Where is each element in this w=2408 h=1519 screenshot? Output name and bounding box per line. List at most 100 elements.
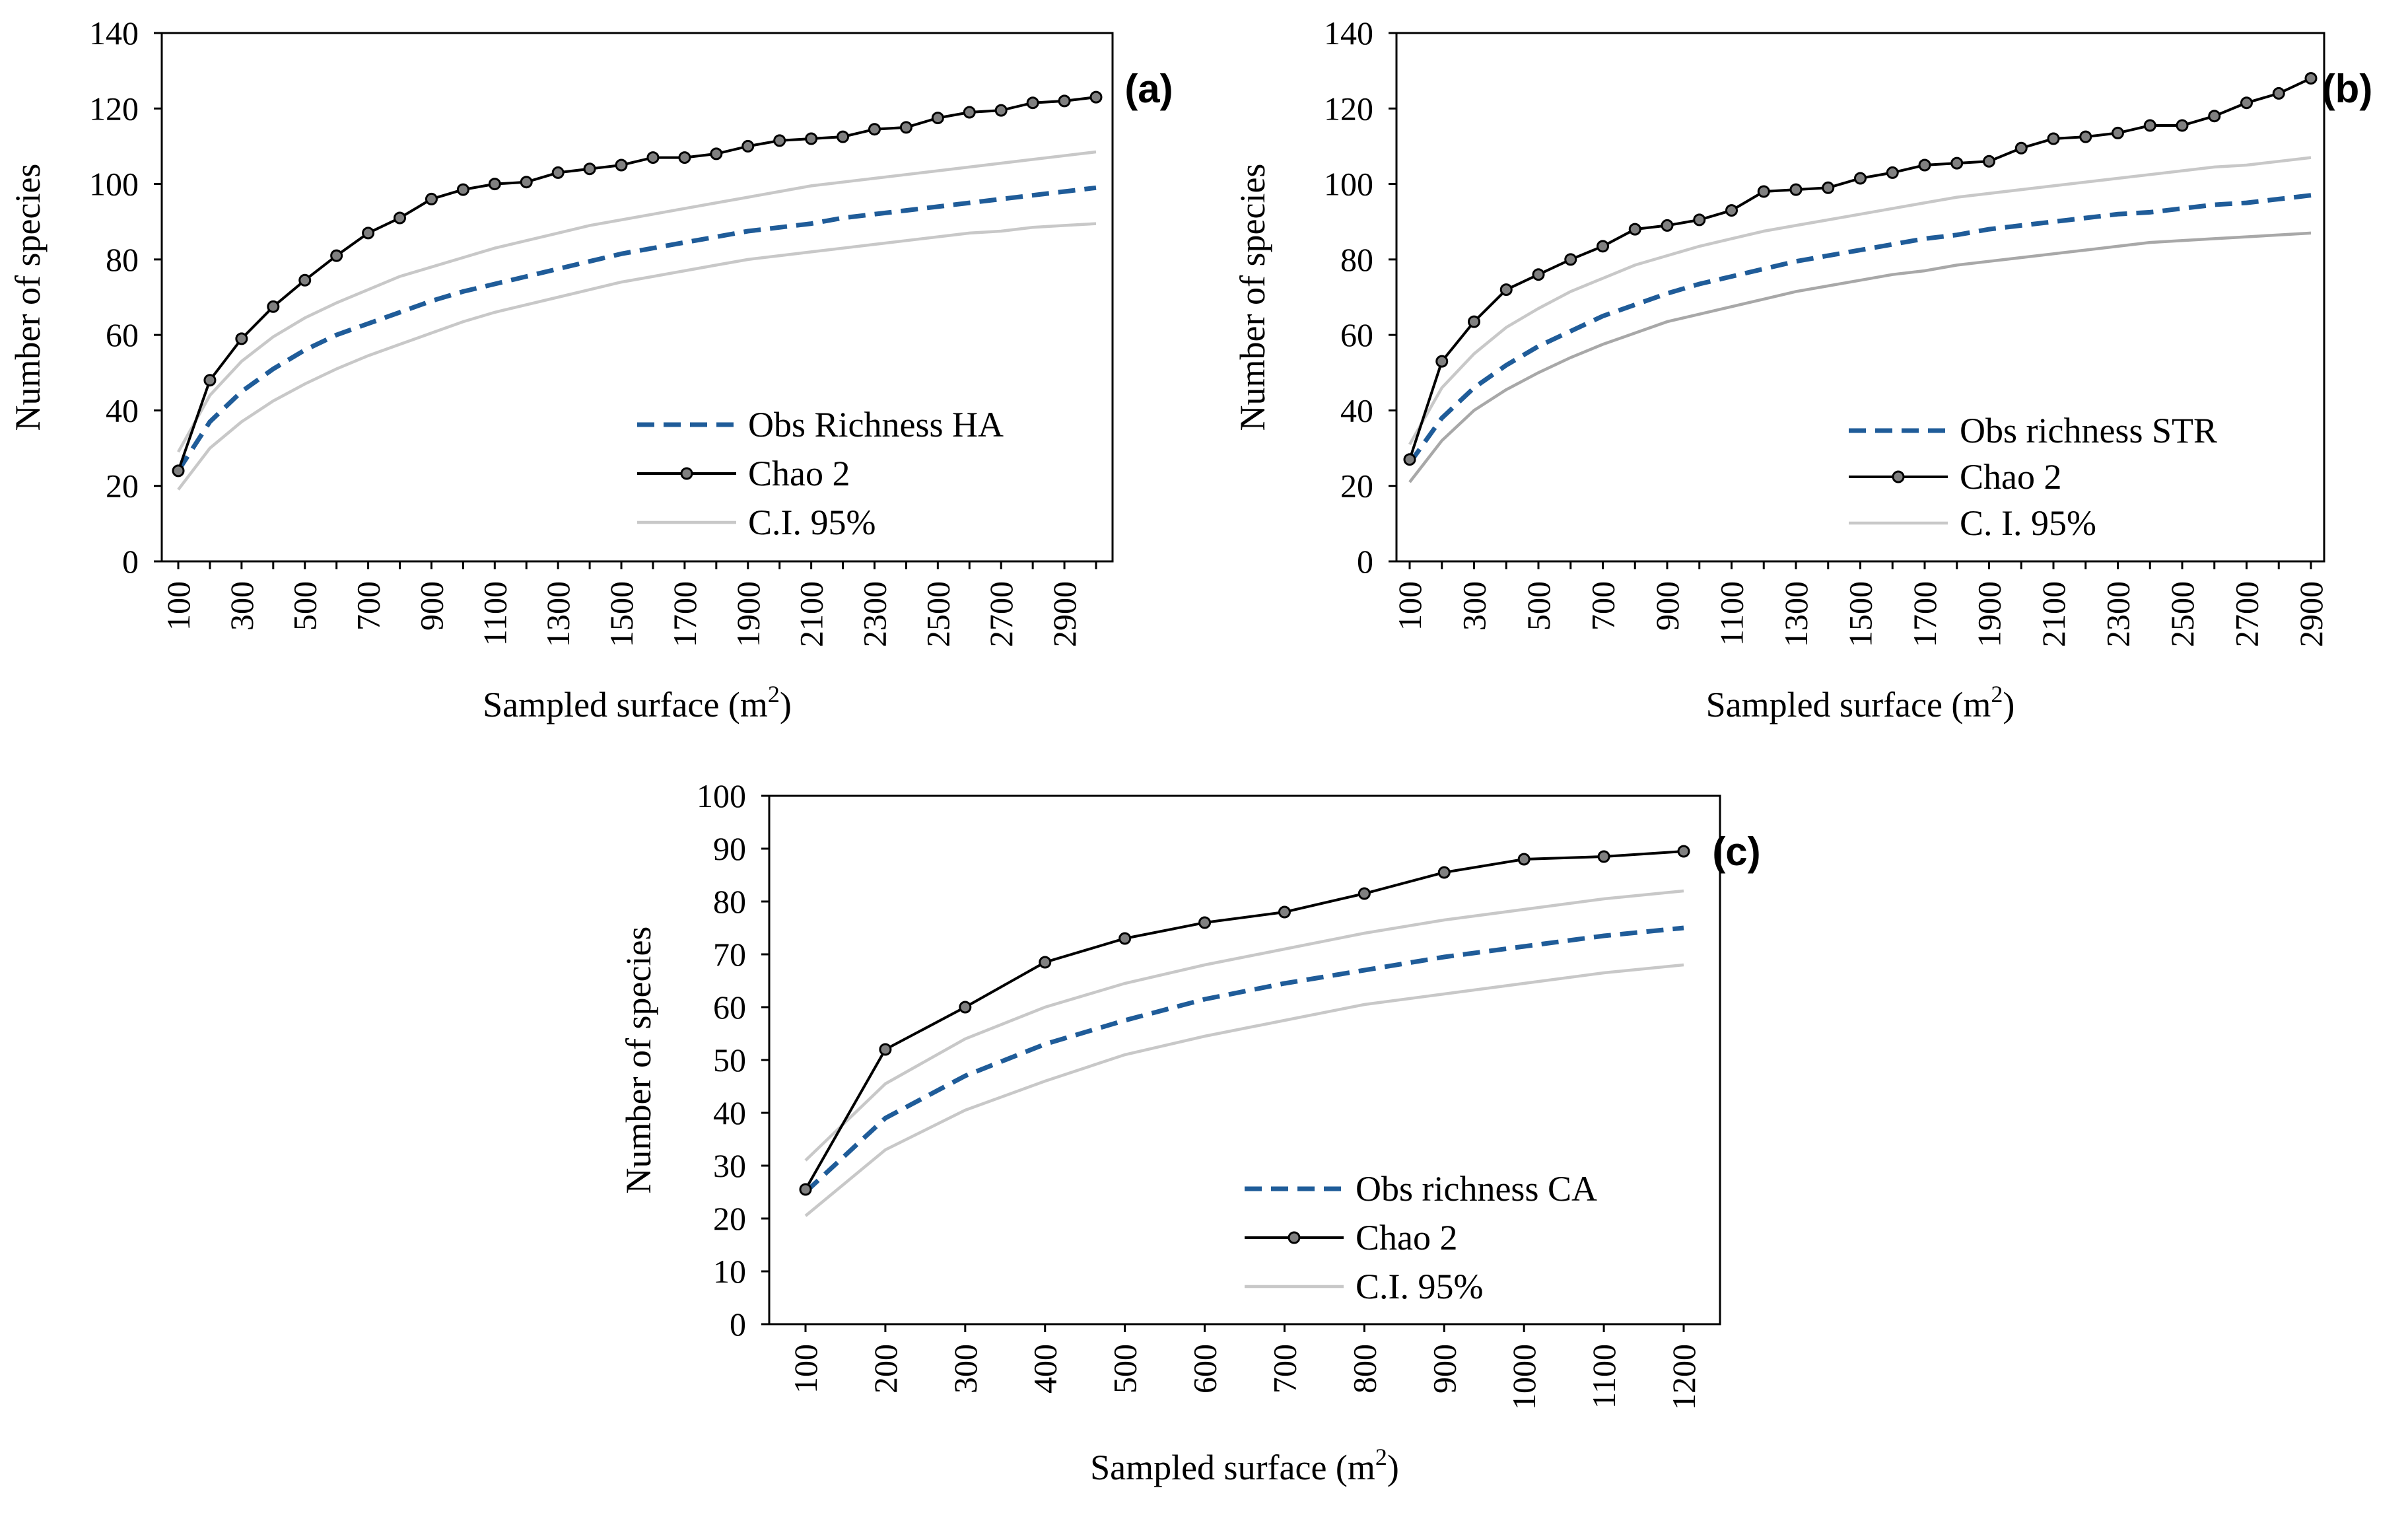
chao2-data-point xyxy=(1499,283,1513,297)
chao2-data-point xyxy=(551,166,565,179)
chao2-data-point xyxy=(773,134,786,147)
chao2-data-point xyxy=(899,121,912,134)
chao2-data-point xyxy=(456,183,469,196)
chao2-data-point xyxy=(2079,130,2092,143)
chao2-data-point xyxy=(1822,181,1835,194)
y-tick-label: 140 xyxy=(89,15,139,52)
chao2-data-point xyxy=(1789,183,1803,196)
chart-panel-b: 0 20 40 60 80 100 120 140 100 300 500 700 900 1100 130… xyxy=(1233,15,2372,724)
legend-label: Obs Richness HA xyxy=(748,405,1004,444)
x-tick-label: 2900 xyxy=(1046,581,1083,647)
x-tick-label: 1300 xyxy=(1777,581,1814,647)
chao2-data-point xyxy=(488,178,501,191)
chao2-data-point xyxy=(959,1001,972,1014)
x-tick-label: 2100 xyxy=(793,581,830,647)
x-axis-label-text: Sampled surface (m xyxy=(1706,685,1991,724)
x-tick-label: 1500 xyxy=(1842,581,1879,647)
x-tick-label: 700 xyxy=(1585,581,1622,631)
y-tick-label: 80 xyxy=(106,241,139,278)
y-tick-label: 80 xyxy=(1340,241,1373,278)
chao2-data-point xyxy=(931,112,944,125)
series-line-chao-2 xyxy=(804,850,1684,1190)
series-line-c-i-95-lower xyxy=(177,222,1097,491)
chao2-data-point xyxy=(298,273,312,287)
y-tick-label: 60 xyxy=(713,989,746,1026)
y-axis-label: Number of species xyxy=(8,164,48,431)
chao2-data-point xyxy=(1278,905,1291,919)
chao2-data-point xyxy=(520,176,533,189)
x-tick-label: 2500 xyxy=(2164,581,2201,647)
chao2-data-point xyxy=(1026,96,1039,110)
x-tick-label: 900 xyxy=(1426,1344,1462,1394)
x-axis-label: Sampled surface (m2) xyxy=(1706,681,2015,724)
chao2-data-point xyxy=(2047,132,2060,145)
plot-area-frame xyxy=(768,795,1721,1325)
x-tick-label: 900 xyxy=(1649,581,1686,631)
x-tick-label: 100 xyxy=(160,581,197,631)
chao2-data-point xyxy=(879,1043,892,1056)
x-tick-label: 900 xyxy=(413,581,450,631)
chao2-data-point xyxy=(646,151,660,164)
chao2-data-point xyxy=(963,106,976,119)
x-tick-label: 300 xyxy=(223,581,260,631)
plot-area-frame xyxy=(1395,32,2325,563)
y-tick-label: 140 xyxy=(1324,15,1373,52)
x-tick-label: 2500 xyxy=(919,581,956,647)
x-axis-label-text: Sampled surface (m xyxy=(1090,1448,1375,1487)
x-tick-label: 2300 xyxy=(2100,581,2137,647)
chao2-data-point xyxy=(1886,166,1899,179)
legend-label: Chao 2 xyxy=(748,454,850,493)
chao2-data-point xyxy=(710,147,723,160)
chao2-data-point xyxy=(2014,141,2028,155)
chao2-data-point xyxy=(267,300,280,313)
series-line-c-i-95 xyxy=(177,150,1097,453)
chao2-data-point xyxy=(2272,87,2285,100)
chao2-data-point xyxy=(1918,159,1931,172)
chao2-data-point xyxy=(1564,253,1577,266)
chao2-data-point xyxy=(2176,119,2189,132)
chao2-data-point xyxy=(1058,94,1071,108)
x-tick-label: 2900 xyxy=(2292,581,2329,647)
y-tick-label: 120 xyxy=(1324,90,1373,127)
y-tick-label: 0 xyxy=(730,1306,746,1343)
legend-label: C.I. 95% xyxy=(1356,1267,1483,1306)
legend-marker-chao2 xyxy=(680,467,693,480)
y-tick-label: 40 xyxy=(713,1094,746,1131)
chao2-data-point xyxy=(1403,453,1416,466)
chao2-data-point xyxy=(362,227,375,240)
chao2-data-point xyxy=(1468,315,1480,328)
y-tick-label: 20 xyxy=(1340,468,1373,505)
series-line-obs-richness-ca xyxy=(804,925,1684,1194)
chao2-data-point xyxy=(1693,213,1706,227)
x-tick-label: 600 xyxy=(1187,1344,1223,1394)
chao2-data-point xyxy=(2112,126,2124,139)
x-tick-label: 400 xyxy=(1027,1344,1064,1394)
chao2-data-point xyxy=(1854,172,1867,185)
x-axis-label-text: Sampled surface (m xyxy=(483,685,768,724)
x-tick-label: 700 xyxy=(350,581,387,631)
x-tick-label: 1900 xyxy=(1971,581,2008,647)
y-tick-label: 40 xyxy=(106,392,139,429)
chao2-data-point xyxy=(394,211,407,225)
x-tick-label: 300 xyxy=(947,1344,984,1394)
x-tick-label: 1700 xyxy=(1906,581,1943,647)
y-tick-label: 0 xyxy=(1357,543,1373,580)
series-line-chao-2 xyxy=(1408,77,2312,460)
x-tick-label: 2700 xyxy=(2228,581,2265,647)
x-tick-label: 100 xyxy=(787,1344,824,1394)
chao2-data-point xyxy=(1358,887,1371,900)
y-tick-label: 70 xyxy=(713,936,746,973)
chao2-data-point xyxy=(799,1183,812,1196)
chao2-data-point xyxy=(837,130,850,143)
x-tick-label: 1100 xyxy=(1713,581,1750,646)
chao2-data-point xyxy=(1628,223,1641,236)
y-tick-label: 100 xyxy=(89,166,139,203)
x-tick-label: 700 xyxy=(1266,1344,1303,1394)
chao2-data-point xyxy=(1532,268,1545,281)
y-tick-label: 20 xyxy=(106,468,139,505)
series-line-obs-richness-ha xyxy=(176,185,1097,472)
chao2-data-point xyxy=(235,332,248,345)
x-tick-label: 100 xyxy=(1391,581,1428,631)
y-tick-label: 20 xyxy=(713,1200,746,1237)
chao2-data-point xyxy=(1661,219,1674,232)
